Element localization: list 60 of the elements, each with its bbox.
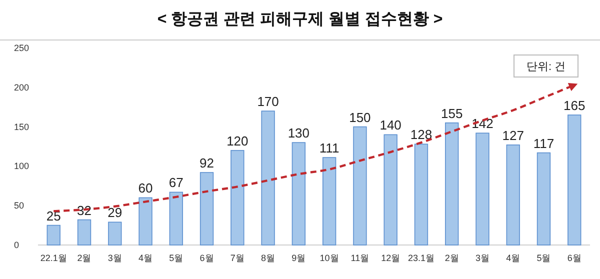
data-label: 32	[77, 202, 92, 218]
x-tick-label: 5월	[169, 253, 184, 263]
data-label: 170	[257, 94, 279, 110]
data-label: 155	[440, 106, 463, 121]
bar	[261, 110, 275, 246]
bar	[353, 126, 367, 246]
data-label: 128	[410, 127, 432, 142]
x-tick-label: 11월	[350, 253, 370, 263]
y-tick-label: 250	[14, 43, 30, 53]
x-tick-label: 6월	[200, 253, 214, 263]
data-label: 92	[200, 156, 214, 171]
bar	[200, 172, 214, 246]
bar	[384, 134, 398, 246]
data-label: 150	[349, 110, 371, 125]
bar	[138, 197, 152, 246]
bar	[536, 152, 551, 246]
y-tick-label: 150	[14, 122, 30, 132]
y-tick-label: 200	[14, 82, 30, 92]
bar	[46, 224, 60, 246]
x-tick-label: 6월	[567, 253, 582, 263]
x-tick-label: 4월	[138, 253, 153, 263]
x-tick-label: 9월	[292, 253, 306, 263]
data-label: 111	[319, 140, 340, 156]
data-label: 60	[138, 180, 153, 196]
x-tick-label: 22.1월	[40, 253, 67, 263]
bar	[169, 192, 183, 246]
bar	[292, 142, 306, 246]
annotation: 단위: 건	[526, 61, 566, 73]
x-tick-label: 7월	[230, 253, 244, 263]
y-tick-label: 100	[14, 161, 30, 172]
bar	[506, 144, 520, 246]
bar	[108, 222, 122, 246]
bar	[77, 219, 92, 246]
x-tick-label: 3월	[475, 253, 490, 263]
x-tick-label: 3월	[108, 253, 122, 263]
bar	[414, 144, 428, 246]
x-tick-label: 2월	[444, 253, 459, 263]
x-tick-label: 10월	[320, 253, 339, 263]
bar	[230, 150, 244, 246]
x-tick-label: 4월	[506, 253, 520, 263]
data-label: 29	[108, 205, 122, 220]
bar	[445, 122, 459, 246]
chart-title: < 항공권 관련 피해구제 월별 접수현황 >	[157, 11, 443, 28]
data-label: 117	[533, 136, 554, 151]
bar	[322, 157, 336, 246]
data-label: 120	[226, 133, 248, 148]
y-tick-label: 50	[14, 200, 24, 211]
data-label: 130	[288, 126, 310, 141]
data-label: 165	[564, 98, 586, 113]
data-label: 140	[380, 118, 402, 133]
x-tick-label: 12월	[381, 253, 400, 263]
x-tick-label: 8월	[261, 253, 276, 263]
x-tick-label: 2월	[77, 253, 92, 263]
bar	[476, 132, 490, 246]
x-tick-label: 23.1월	[408, 253, 434, 263]
y-tick-label: 0	[14, 240, 20, 250]
x-tick-label: 5월	[536, 253, 551, 263]
data-label: 127	[502, 128, 524, 143]
data-label: 67	[168, 175, 184, 190]
bar	[568, 114, 582, 246]
